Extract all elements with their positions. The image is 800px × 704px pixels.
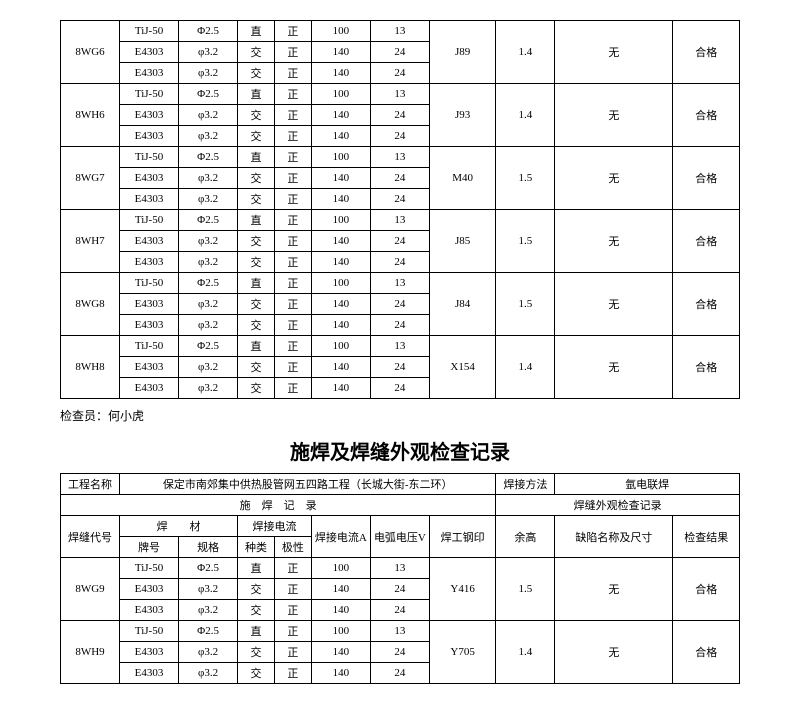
weld-id: 8WH6 (61, 84, 120, 147)
stamp: M40 (429, 147, 495, 210)
table-row: 8WH6TiJ-50Φ2.5直正10013J931.4无合格 (61, 84, 740, 105)
project-name: 保定市南郊集中供热股管网五四路工程（长城大街-东二环） (120, 474, 496, 495)
weld-id: 8WH8 (61, 336, 120, 399)
weld-id: 8WH7 (61, 210, 120, 273)
inspector-text: 检查员：何小虎 (60, 407, 740, 424)
stamp: X154 (429, 336, 495, 399)
doc-title: 施焊及焊缝外观检查记录 (60, 436, 740, 465)
weld-id: 8WG8 (61, 273, 120, 336)
stamp: J89 (429, 21, 495, 84)
method-value: 氩电联焊 (555, 474, 740, 495)
method-label: 焊接方法 (496, 474, 555, 495)
section-row: 施 焊 记 录焊缝外观检查记录 (61, 495, 740, 516)
weld-id: 8WG9 (61, 558, 120, 621)
stamp: J93 (429, 84, 495, 147)
table-row: 8WG7TiJ-50Φ2.5直正10013M401.5无合格 (61, 147, 740, 168)
table-row: 8WH9TiJ-50Φ2.5直正10013Y7051.4无合格 (61, 621, 740, 642)
table-row: 8WH7TiJ-50Φ2.5直正10013J851.5无合格 (61, 210, 740, 231)
table-row: 8WG9TiJ-50Φ2.5直正10013Y4161.5无合格 (61, 558, 740, 579)
stamp: J84 (429, 273, 495, 336)
project-label: 工程名称 (61, 474, 120, 495)
stamp: Y705 (429, 621, 495, 684)
weld-id: 8WG6 (61, 21, 120, 84)
table-row: 8WG6TiJ-50Φ2.5直正10013J891.4无合格 (61, 21, 740, 42)
stamp: J85 (429, 210, 495, 273)
welding-table-1: 8WG6TiJ-50Φ2.5直正10013J891.4无合格E4303φ3.2交… (60, 20, 740, 399)
table-row: 8WH8TiJ-50Φ2.5直正10013X1541.4无合格 (61, 336, 740, 357)
weld-id: 8WG7 (61, 147, 120, 210)
weld-id: 8WH9 (61, 621, 120, 684)
welding-table-2: 工程名称保定市南郊集中供热股管网五四路工程（长城大街-东二环）焊接方法氩电联焊施… (60, 473, 740, 684)
header-row: 工程名称保定市南郊集中供热股管网五四路工程（长城大街-东二环）焊接方法氩电联焊 (61, 474, 740, 495)
stamp: Y416 (429, 558, 495, 621)
col-header-row: 焊缝代号焊 材焊接电流焊接电流A电弧电压V焊工钢印余高缺陷名称及尺寸检查结果 (61, 516, 740, 537)
table-row: 8WG8TiJ-50Φ2.5直正10013J841.5无合格 (61, 273, 740, 294)
